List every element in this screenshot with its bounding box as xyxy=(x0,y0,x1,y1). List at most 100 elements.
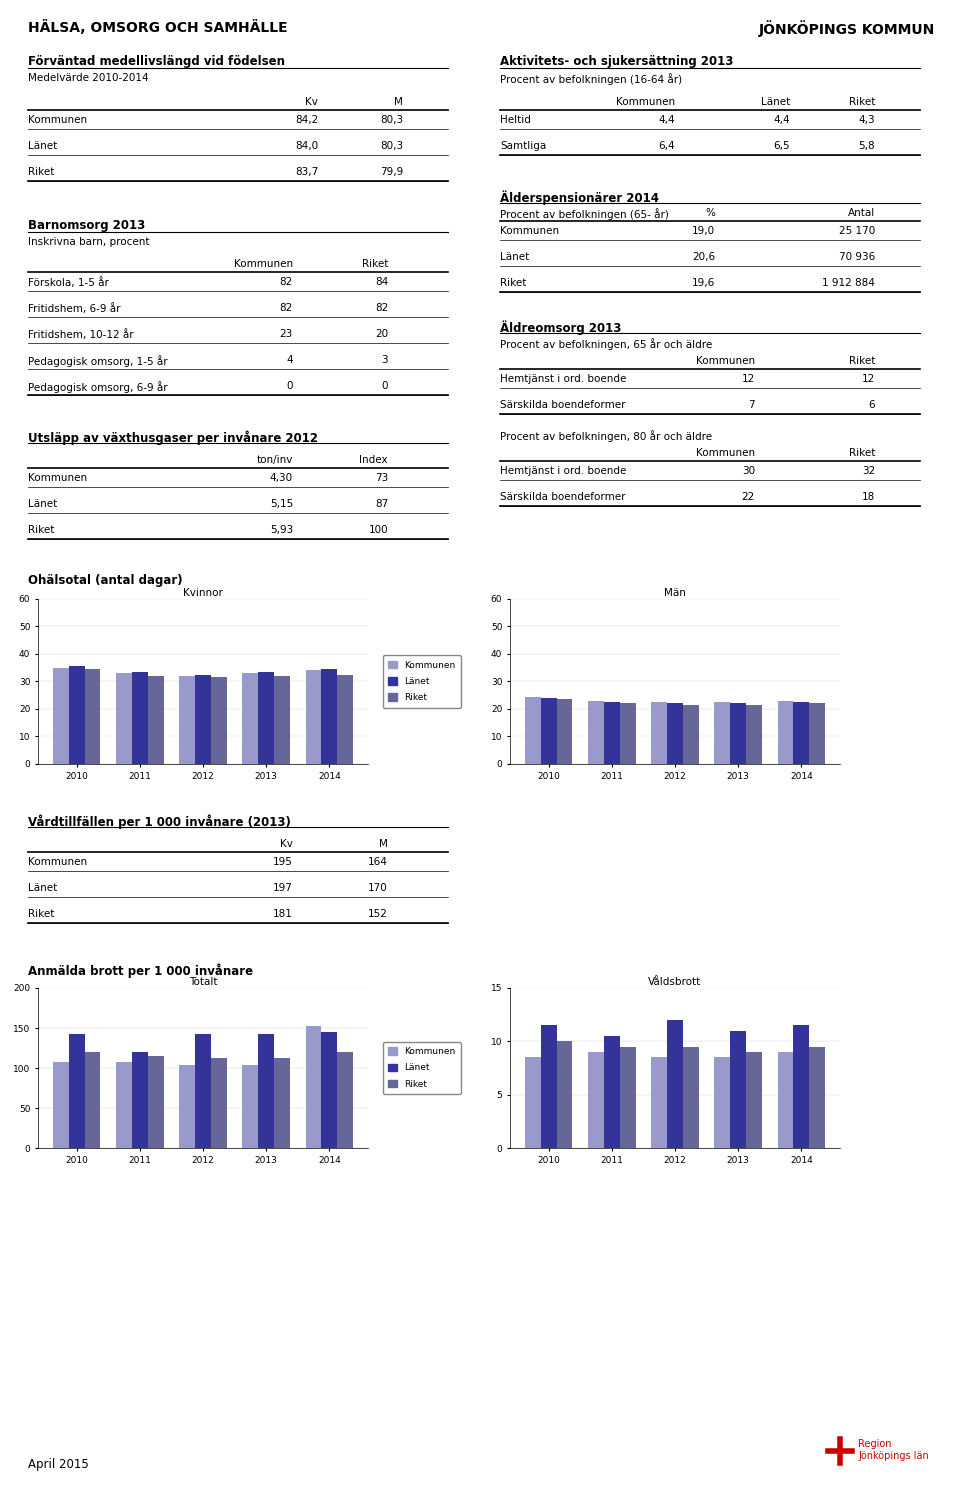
Bar xyxy=(651,1058,667,1149)
Title: Män: Män xyxy=(664,588,686,599)
Bar xyxy=(588,701,604,764)
Bar xyxy=(148,1057,163,1149)
Text: Hemtjänst i ord. boende: Hemtjänst i ord. boende xyxy=(500,374,626,383)
Text: ton/inv: ton/inv xyxy=(256,455,293,465)
Text: 7: 7 xyxy=(749,400,755,410)
Bar xyxy=(132,1052,148,1149)
Text: Förväntad medellivslängd vid födelsen: Förväntad medellivslängd vid födelsen xyxy=(28,55,285,68)
Text: 80,3: 80,3 xyxy=(380,114,403,125)
Text: 82: 82 xyxy=(279,303,293,314)
Text: Riket: Riket xyxy=(28,166,55,177)
Bar xyxy=(540,698,557,764)
Bar xyxy=(337,1052,353,1149)
Bar xyxy=(746,1052,762,1149)
Bar xyxy=(195,1034,211,1149)
Bar xyxy=(322,669,337,764)
Text: Pedagogisk omsorg, 1-5 år: Pedagogisk omsorg, 1-5 år xyxy=(28,355,168,367)
Bar xyxy=(337,675,353,764)
Text: 80,3: 80,3 xyxy=(380,141,403,152)
Bar xyxy=(651,701,667,764)
Text: 22: 22 xyxy=(742,492,755,502)
Text: 82: 82 xyxy=(279,276,293,287)
Bar xyxy=(69,1034,84,1149)
Title: Kvinnor: Kvinnor xyxy=(183,588,223,599)
Text: 4,30: 4,30 xyxy=(270,473,293,483)
Text: 19,6: 19,6 xyxy=(692,278,715,288)
Bar xyxy=(731,1031,746,1149)
Text: Länet: Länet xyxy=(28,141,58,152)
Text: Medelvärde 2010-2014: Medelvärde 2010-2014 xyxy=(28,73,149,83)
Text: Särskilda boendeformer: Särskilda boendeformer xyxy=(500,400,626,410)
Text: 5,15: 5,15 xyxy=(270,499,293,510)
Text: 84,2: 84,2 xyxy=(295,114,318,125)
Text: 164: 164 xyxy=(368,857,388,866)
Bar xyxy=(116,673,132,764)
Text: Inskrivna barn, procent: Inskrivna barn, procent xyxy=(28,236,150,247)
Text: Procent av befolkningen (16-64 år): Procent av befolkningen (16-64 år) xyxy=(500,73,683,85)
Text: 70 936: 70 936 xyxy=(839,253,875,262)
Bar xyxy=(557,700,572,764)
Bar xyxy=(69,666,84,764)
Bar xyxy=(793,701,809,764)
Text: 4: 4 xyxy=(286,355,293,366)
Text: 84,0: 84,0 xyxy=(295,141,318,152)
Bar xyxy=(604,1036,620,1149)
Bar xyxy=(683,1046,699,1149)
Text: Kommunen: Kommunen xyxy=(696,357,755,366)
Text: M: M xyxy=(379,840,388,849)
Bar xyxy=(731,703,746,764)
Text: 30: 30 xyxy=(742,467,755,476)
Text: Fritidshem, 10-12 år: Fritidshem, 10-12 år xyxy=(28,328,133,340)
Bar xyxy=(778,1052,793,1149)
Text: Länet: Länet xyxy=(28,499,58,510)
Bar xyxy=(258,672,274,764)
Bar xyxy=(525,1058,540,1149)
Bar xyxy=(793,1025,809,1149)
Bar xyxy=(211,678,227,764)
Bar xyxy=(620,1046,636,1149)
Text: Procent av befolkningen, 65 år och äldre: Procent av befolkningen, 65 år och äldre xyxy=(500,337,712,349)
Text: 82: 82 xyxy=(374,303,388,314)
Text: Länet: Länet xyxy=(500,253,529,262)
Text: 6: 6 xyxy=(869,400,875,410)
Bar xyxy=(243,1065,258,1149)
Text: Kommunen: Kommunen xyxy=(28,857,87,866)
Text: Heltid: Heltid xyxy=(500,114,531,125)
Text: 19,0: 19,0 xyxy=(692,226,715,236)
Text: 4,4: 4,4 xyxy=(774,114,790,125)
Text: 6,4: 6,4 xyxy=(659,141,675,152)
Text: Riket: Riket xyxy=(28,909,55,918)
Text: 0: 0 xyxy=(286,380,293,391)
Bar xyxy=(274,1058,290,1149)
Text: Kv: Kv xyxy=(280,840,293,849)
Bar xyxy=(180,1065,195,1149)
Bar xyxy=(274,676,290,764)
Text: M: M xyxy=(395,97,403,107)
Text: Antal: Antal xyxy=(848,208,875,218)
Text: Utsläpp av växthusgaser per invånare 2012: Utsläpp av växthusgaser per invånare 201… xyxy=(28,429,318,444)
Text: HÄLSA, OMSORG OCH SAMHÄLLE: HÄLSA, OMSORG OCH SAMHÄLLE xyxy=(28,19,288,36)
Text: Index: Index xyxy=(359,455,388,465)
Text: Särskilda boendeformer: Särskilda boendeformer xyxy=(500,492,626,502)
Bar xyxy=(132,672,148,764)
Text: 0: 0 xyxy=(381,380,388,391)
Bar xyxy=(540,1025,557,1149)
Title: Våldsbrott: Våldsbrott xyxy=(648,978,702,987)
Bar xyxy=(809,1046,825,1149)
Text: Riket: Riket xyxy=(362,259,388,269)
Text: 5,93: 5,93 xyxy=(270,525,293,535)
Bar xyxy=(53,1061,69,1149)
Text: Länet: Länet xyxy=(28,883,58,893)
Text: 12: 12 xyxy=(862,374,875,383)
Bar xyxy=(809,703,825,764)
Text: Region
Jönköpings län: Region Jönköpings län xyxy=(858,1438,928,1461)
Bar xyxy=(714,701,731,764)
Text: 181: 181 xyxy=(274,909,293,918)
Bar xyxy=(557,1042,572,1149)
Bar xyxy=(683,704,699,764)
Bar xyxy=(84,1052,101,1149)
Text: 87: 87 xyxy=(374,499,388,510)
Bar xyxy=(180,676,195,764)
Bar xyxy=(148,676,163,764)
Text: Älderspensionärer 2014: Älderspensionärer 2014 xyxy=(500,190,659,205)
